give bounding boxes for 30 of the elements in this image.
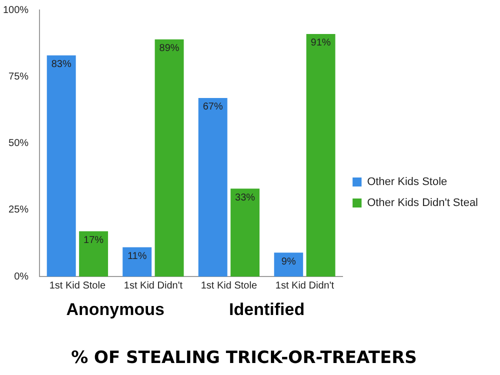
data-label: 17%: [84, 235, 104, 246]
bar: [154, 39, 184, 277]
bar: [79, 231, 108, 277]
legend-label: Other Kids Didn't Steal: [367, 197, 478, 210]
data-label: 83%: [51, 59, 72, 70]
data-label: 89%: [159, 43, 180, 54]
x-tick-label: 1st Kid Didn't: [124, 280, 183, 292]
text: Identified: [229, 300, 305, 319]
x-tick-label: 1st Kid Stole: [49, 280, 106, 292]
bar: [230, 188, 260, 277]
text: Anonymous: [66, 300, 164, 319]
data-label: 9%: [281, 256, 296, 268]
y-tick-label: 75%: [8, 71, 29, 82]
bar: [274, 252, 304, 277]
text: % OF STEALING TRICK-OR-TREATERS: [71, 348, 417, 368]
bar: [306, 34, 336, 277]
data-label: 67%: [202, 102, 223, 113]
data-label: 91%: [310, 38, 331, 49]
bar: [198, 98, 228, 277]
y-tick-label: 100%: [3, 4, 29, 16]
x-tick-label: 1st Kid Stole: [200, 280, 258, 292]
y-tick-label: 0%: [14, 271, 29, 282]
legend-label: Other Kids Stole: [367, 176, 448, 188]
y-tick-label: 25%: [8, 204, 29, 216]
y-tick-label: 50%: [8, 138, 29, 150]
bar: [122, 247, 152, 277]
data-label: 33%: [235, 192, 256, 204]
bar: [46, 55, 76, 277]
data-label: 11%: [127, 251, 147, 262]
x-tick-label: 1st Kid Didn't: [275, 280, 334, 292]
